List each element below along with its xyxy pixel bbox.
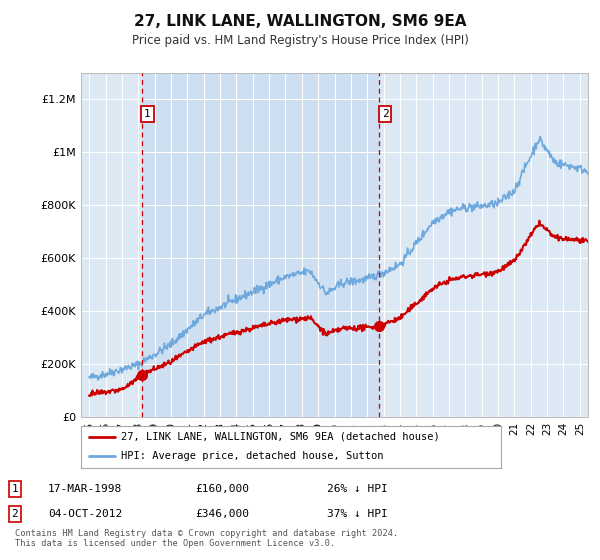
Bar xyxy=(142,73,379,417)
Text: 2: 2 xyxy=(382,109,389,119)
Text: 26% ↓ HPI: 26% ↓ HPI xyxy=(327,484,388,494)
Text: £160,000: £160,000 xyxy=(195,484,249,494)
Text: HPI: Average price, detached house, Sutton: HPI: Average price, detached house, Sutt… xyxy=(121,451,383,461)
Text: £346,000: £346,000 xyxy=(195,509,249,519)
Text: 2: 2 xyxy=(11,509,19,519)
Text: 27, LINK LANE, WALLINGTON, SM6 9EA (detached house): 27, LINK LANE, WALLINGTON, SM6 9EA (deta… xyxy=(121,432,440,442)
Text: 37% ↓ HPI: 37% ↓ HPI xyxy=(327,509,388,519)
Text: Price paid vs. HM Land Registry's House Price Index (HPI): Price paid vs. HM Land Registry's House … xyxy=(131,34,469,46)
Text: 17-MAR-1998: 17-MAR-1998 xyxy=(48,484,122,494)
Text: 1: 1 xyxy=(144,109,151,119)
Text: Contains HM Land Registry data © Crown copyright and database right 2024.
This d: Contains HM Land Registry data © Crown c… xyxy=(15,529,398,548)
Text: 27, LINK LANE, WALLINGTON, SM6 9EA: 27, LINK LANE, WALLINGTON, SM6 9EA xyxy=(134,14,466,29)
Text: 04-OCT-2012: 04-OCT-2012 xyxy=(48,509,122,519)
Text: 1: 1 xyxy=(11,484,19,494)
